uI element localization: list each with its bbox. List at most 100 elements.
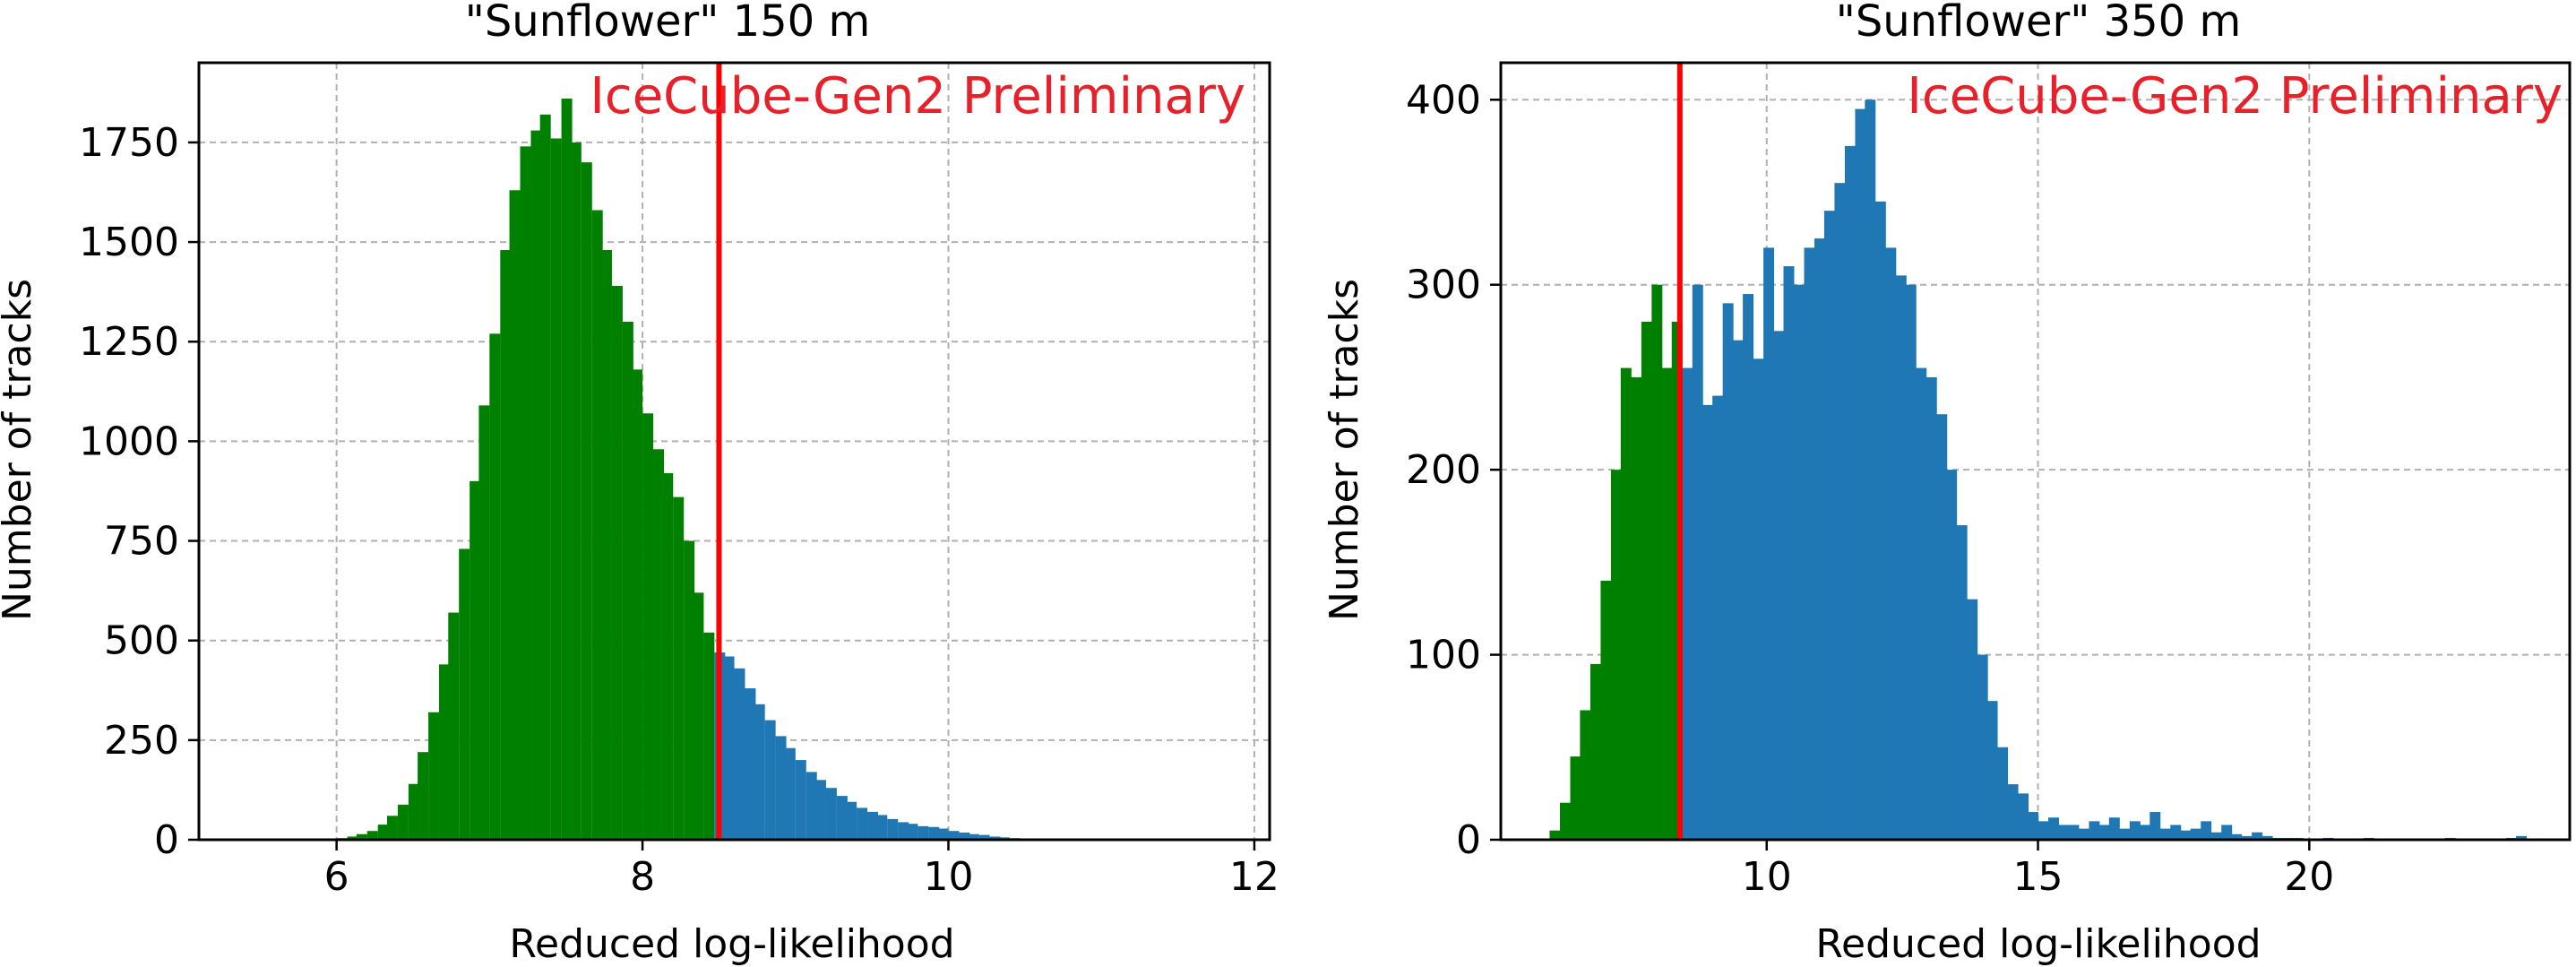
preliminary-annotation: IceCube-Gen2 Preliminary xyxy=(590,67,1245,125)
chart-title: "Sunflower" 150 m xyxy=(465,0,870,47)
histogram-bar xyxy=(814,780,826,840)
histogram-bar xyxy=(2028,812,2038,840)
histogram-bar xyxy=(2210,832,2222,840)
y-axis-label: Number of tracks xyxy=(1322,279,1367,621)
y-tick-label: 200 xyxy=(1406,447,1481,493)
y-tick-label: 300 xyxy=(1406,263,1481,308)
histogram-bar xyxy=(418,752,429,840)
histogram-bar xyxy=(1855,108,1866,841)
histogram-bars xyxy=(325,99,1031,841)
histogram-bar xyxy=(428,712,440,840)
histogram-bar xyxy=(857,807,868,840)
histogram-bar xyxy=(2170,825,2182,840)
histogram-bar xyxy=(622,322,633,840)
histogram-bar xyxy=(478,405,490,840)
histogram-bar xyxy=(937,828,949,840)
y-tick-label: 0 xyxy=(1456,817,1481,863)
histogram-bar xyxy=(408,783,419,840)
histogram-bar xyxy=(2078,828,2089,840)
histogram-bar xyxy=(1823,211,1835,841)
y-tick-label: 750 xyxy=(104,519,179,565)
histogram-bar xyxy=(1651,284,1663,840)
histogram-bar xyxy=(439,664,451,840)
histogram-bar xyxy=(825,788,837,840)
histogram-bar xyxy=(1773,331,1785,841)
histogram-bar xyxy=(1753,358,1764,840)
histogram-bar xyxy=(662,472,674,840)
histogram-bar xyxy=(2262,835,2273,840)
chart-title: "Sunflower" 350 m xyxy=(1836,0,2241,47)
y-tick-label: 1750 xyxy=(79,120,179,166)
histogram-bar xyxy=(2068,825,2080,840)
histogram-bar xyxy=(989,836,1001,840)
histogram-bar xyxy=(754,704,765,840)
histogram-bar xyxy=(600,249,612,840)
histogram-bar xyxy=(1865,99,1876,841)
x-axis-label: Reduced log-likelihood xyxy=(509,921,954,967)
histogram-bar xyxy=(470,480,481,840)
y-tick-label: 0 xyxy=(154,817,179,863)
histogram-bar xyxy=(1610,470,1622,840)
x-tick-label: 6 xyxy=(324,854,349,900)
histogram-bar xyxy=(673,496,685,840)
histogram-bar xyxy=(2038,821,2049,840)
y-tick-label: 400 xyxy=(1406,77,1481,123)
histogram-bar xyxy=(2089,821,2100,840)
histogram-bar xyxy=(1926,376,1937,840)
histogram-bar xyxy=(653,449,665,840)
histogram-bar xyxy=(723,656,735,840)
histogram-bar xyxy=(581,162,592,841)
histogram-bar xyxy=(907,824,918,840)
histogram-bars xyxy=(1549,99,2528,841)
histogram-bar xyxy=(978,834,990,840)
histogram-bar xyxy=(550,138,562,840)
histogram-bar xyxy=(2201,821,2212,840)
chart-150m: "Sunflower" 150 m IceCube-Gen2 Prelimina… xyxy=(0,0,1279,967)
histogram-bar xyxy=(1794,284,1805,840)
histogram-bar xyxy=(795,760,806,840)
x-tick-label: 12 xyxy=(1229,854,1279,900)
histogram-bar xyxy=(1692,284,1703,840)
plot-frame xyxy=(1499,61,2572,842)
histogram-bar xyxy=(1560,802,1571,840)
histogram-bar xyxy=(775,736,787,840)
histogram-bar xyxy=(2180,830,2192,840)
histogram-bar xyxy=(2252,832,2263,840)
histogram-bar xyxy=(1997,747,2009,840)
histogram-bar xyxy=(1702,404,1713,840)
histogram-bar xyxy=(642,413,654,840)
histogram-bar xyxy=(1763,247,1775,840)
histogram-bar xyxy=(2018,793,2029,840)
histogram-bar xyxy=(1814,238,1825,840)
histogram-bar xyxy=(1570,756,1581,840)
histogram-bar xyxy=(2241,835,2253,840)
histogram-bar xyxy=(448,612,460,840)
histogram-bar xyxy=(561,99,573,840)
histogram-bar xyxy=(520,146,531,840)
histogram-bar xyxy=(734,668,745,840)
histogram-bar xyxy=(2098,825,2110,840)
histogram-bar xyxy=(887,818,899,840)
histogram-bar xyxy=(1977,654,1988,840)
histogram-bar xyxy=(1936,414,1948,840)
histogram-bar xyxy=(1783,266,1795,841)
histogram-bar xyxy=(1956,525,1968,840)
plot-frame xyxy=(197,61,1271,842)
histogram-bar xyxy=(684,540,695,840)
histogram-bar xyxy=(846,801,857,840)
histogram-bar xyxy=(2140,825,2151,840)
histogram-bar xyxy=(1549,830,1561,840)
x-tick-label: 15 xyxy=(2013,854,2063,900)
histogram-bar xyxy=(356,833,367,840)
histogram-bar xyxy=(2048,817,2059,840)
histogram-bar xyxy=(2119,828,2131,840)
histogram-bar xyxy=(1733,340,1745,841)
histogram-bar xyxy=(1682,367,1693,840)
histogram-bar xyxy=(386,816,398,840)
histogram-bar xyxy=(1661,367,1673,840)
histogram-bar xyxy=(898,822,909,840)
histogram-bar xyxy=(611,285,623,840)
histogram-bar xyxy=(539,114,551,841)
histogram-bar xyxy=(1743,294,1754,840)
